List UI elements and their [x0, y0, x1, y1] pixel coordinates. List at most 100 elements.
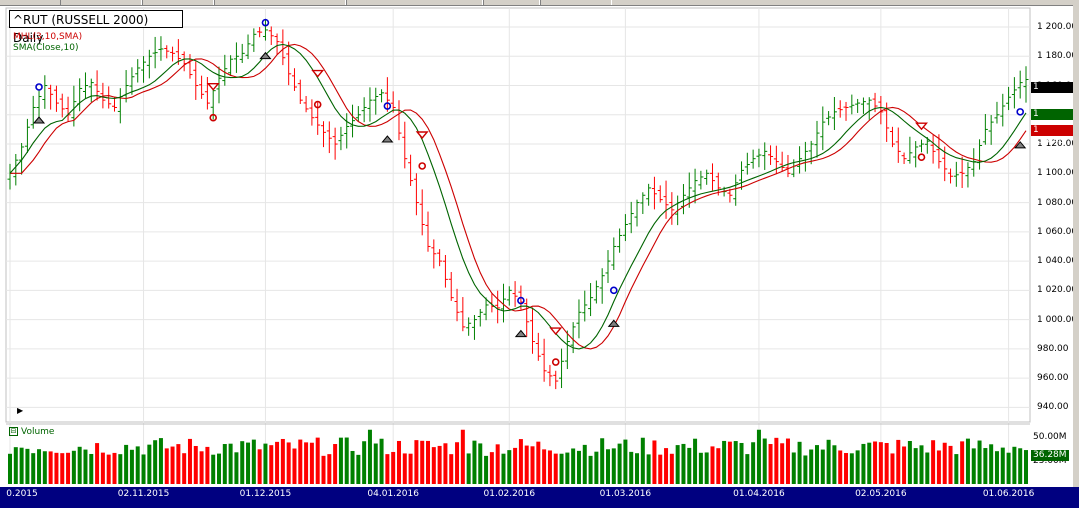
volume-bar	[948, 445, 953, 484]
price-axis-label: 1 200.00	[1037, 22, 1078, 33]
price-bar	[541, 338, 547, 382]
price-bar	[216, 66, 222, 104]
price-bar	[733, 174, 739, 206]
volume-bar	[582, 444, 587, 484]
price-bar	[257, 27, 263, 38]
volume-bar	[217, 453, 222, 484]
volume-bar	[48, 451, 53, 484]
volume-bar	[518, 439, 523, 484]
volume-bar	[321, 455, 326, 484]
price-bar	[204, 77, 210, 110]
price-bar	[750, 149, 756, 169]
triangle-down-icon	[915, 122, 928, 131]
mhl-line	[10, 43, 1027, 350]
volume-bar	[379, 438, 384, 484]
tab[interactable]	[483, 0, 540, 5]
volume-bar	[884, 443, 889, 484]
volume-bar	[176, 444, 181, 484]
scrollbar[interactable]	[1073, 5, 1079, 487]
price-bar	[297, 79, 303, 104]
volume-bar	[25, 448, 30, 484]
volume-bar	[478, 443, 483, 484]
volume-bar	[431, 447, 436, 484]
date-axis-label: 04.01.2016	[367, 489, 419, 499]
price-bar	[129, 67, 135, 95]
price-bar	[65, 96, 71, 122]
volume-bar	[89, 453, 94, 484]
volume-bar	[681, 443, 686, 484]
volume-bar	[669, 453, 674, 484]
tab[interactable]	[540, 0, 612, 5]
price-bar	[170, 46, 176, 62]
price-bar	[1000, 93, 1006, 127]
volume-bar	[54, 452, 59, 484]
volume-bar	[942, 442, 947, 484]
price-bar	[384, 77, 390, 112]
tab[interactable]	[346, 0, 483, 5]
signal-down-marker	[917, 153, 926, 162]
volume-bar	[652, 440, 657, 484]
price-bar	[326, 121, 332, 154]
volume-bar	[907, 440, 912, 484]
price-bar	[588, 283, 594, 317]
price-bar	[402, 121, 408, 169]
price-bar	[262, 18, 268, 41]
price-bar	[669, 192, 675, 225]
play-icon[interactable]: ▶	[17, 406, 24, 415]
price-bar	[953, 161, 959, 187]
price-bar	[826, 111, 832, 126]
volume-bar	[199, 451, 204, 484]
price-bar	[413, 173, 419, 216]
chart-title: ^RUT (RUSSELL 2000) Daily	[9, 10, 183, 45]
price-bar	[692, 168, 698, 204]
price-bar	[988, 115, 994, 145]
volume-bar	[890, 453, 895, 484]
volume-bar	[832, 445, 837, 484]
volume-bar	[396, 440, 401, 484]
volume-label: Volume	[21, 427, 55, 437]
volume-bar	[867, 442, 872, 484]
sma-price-tag: 1 144.27	[1031, 109, 1073, 130]
date-axis-label: 02.11.2015	[117, 489, 170, 499]
price-bar	[274, 33, 280, 55]
volume-bar	[553, 453, 558, 484]
volume-bar	[727, 441, 732, 484]
signal-down-marker	[313, 100, 322, 109]
price-bar	[965, 162, 971, 188]
price-bar	[901, 152, 907, 165]
volume-bar	[559, 453, 564, 484]
price-bar	[913, 141, 919, 168]
volume-bar	[460, 429, 465, 484]
volume-bar	[66, 452, 71, 484]
price-bar	[622, 214, 628, 242]
price-bar	[390, 91, 396, 113]
tab[interactable]	[60, 0, 142, 5]
volume-bar	[896, 439, 901, 484]
price-bar	[141, 56, 147, 83]
price-bar	[617, 228, 623, 253]
price-bar	[193, 61, 199, 100]
price-bar	[1011, 77, 1017, 109]
price-bar	[164, 45, 170, 59]
volume-bar	[971, 448, 976, 484]
price-bar	[500, 283, 506, 323]
triangle-up-icon	[514, 329, 527, 338]
volume-bar	[309, 442, 314, 484]
price-bar	[117, 88, 123, 124]
volume-bar	[925, 452, 930, 484]
volume-bar	[37, 449, 42, 484]
tab[interactable]	[214, 0, 346, 5]
volume-bar	[530, 446, 535, 484]
volume-bar	[246, 442, 251, 484]
price-bar	[849, 94, 855, 115]
volume-bar	[722, 440, 727, 484]
volume-bar	[106, 454, 111, 484]
volume-bar	[1018, 448, 1023, 484]
volume-bar	[135, 446, 140, 484]
collapse-icon[interactable]: ⊟	[9, 427, 18, 436]
tab[interactable]	[142, 0, 214, 5]
price-bar	[408, 154, 414, 186]
price-bar	[82, 72, 88, 100]
price-bar	[530, 307, 536, 354]
volume-bar	[466, 453, 471, 484]
